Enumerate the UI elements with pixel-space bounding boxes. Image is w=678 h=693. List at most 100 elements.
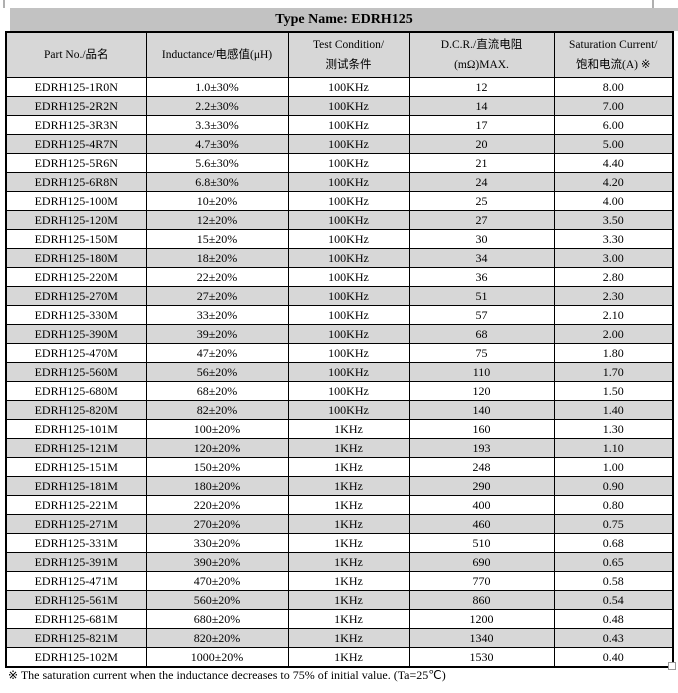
- cell-dcr: 690: [408, 552, 555, 572]
- cell-testcond: 100KHz: [287, 400, 410, 420]
- cell-partno: EDRH125-221M: [5, 495, 147, 515]
- cell-inductance: 5.6±30%: [145, 153, 289, 173]
- cell-partno: EDRH125-680M: [5, 381, 147, 401]
- cell-inductance: 3.3±30%: [145, 115, 289, 135]
- table-row: EDRH125-471M 470±20% 1KHz 770 0.58: [5, 571, 674, 591]
- cell-testcond: 100KHz: [287, 381, 410, 401]
- cell-testcond: 1KHz: [287, 438, 410, 458]
- cell-partno: EDRH125-101M: [5, 419, 147, 439]
- cell-dcr: 57: [408, 305, 555, 325]
- cell-testcond: 1KHz: [287, 590, 410, 610]
- table-row: EDRH125-221M 220±20% 1KHz 400 0.80: [5, 495, 674, 515]
- cell-testcond: 100KHz: [287, 267, 410, 287]
- cell-testcond: 100KHz: [287, 134, 410, 154]
- cell-testcond: 1KHz: [287, 476, 410, 496]
- cell-testcond: 1KHz: [287, 419, 410, 439]
- cell-saturation: 4.40: [553, 153, 674, 173]
- cell-dcr: 510: [408, 533, 555, 553]
- cell-dcr: 27: [408, 210, 555, 230]
- cell-testcond: 1KHz: [287, 457, 410, 477]
- cell-inductance: 470±20%: [145, 571, 289, 591]
- col-header-label: D.C.R./直流电阻: [440, 39, 523, 51]
- cell-inductance: 82±20%: [145, 400, 289, 420]
- cell-partno: EDRH125-102M: [5, 647, 147, 668]
- cell-saturation: 1.10: [553, 438, 674, 458]
- cell-saturation: 2.30: [553, 286, 674, 306]
- cell-partno: EDRH125-1R0N: [5, 77, 147, 97]
- cell-inductance: 15±20%: [145, 229, 289, 249]
- cell-saturation: 1.40: [553, 400, 674, 420]
- cell-partno: EDRH125-471M: [5, 571, 147, 591]
- cell-testcond: 100KHz: [287, 229, 410, 249]
- cell-inductance: 56±20%: [145, 362, 289, 382]
- cell-testcond: 100KHz: [287, 248, 410, 268]
- table-row: EDRH125-1R0N 1.0±30% 100KHz 12 8.00: [5, 77, 674, 97]
- col-header-label: Part No./品名: [43, 49, 109, 61]
- cell-saturation: 0.90: [553, 476, 674, 496]
- cell-testcond: 100KHz: [287, 362, 410, 382]
- cell-inductance: 6.8±30%: [145, 172, 289, 192]
- cell-inductance: 33±20%: [145, 305, 289, 325]
- table-resize-handle[interactable]: [668, 662, 676, 670]
- cell-dcr: 290: [408, 476, 555, 496]
- cell-dcr: 160: [408, 419, 555, 439]
- spec-table: Part No./品名 Inductance/电感值(μH) Test Cond…: [5, 31, 674, 668]
- cell-testcond: 100KHz: [287, 343, 410, 363]
- cell-inductance: 18±20%: [145, 248, 289, 268]
- cell-partno: EDRH125-150M: [5, 229, 147, 249]
- cell-saturation: 0.75: [553, 514, 674, 534]
- cell-testcond: 1KHz: [287, 628, 410, 648]
- cell-inductance: 12±20%: [145, 210, 289, 230]
- table-row: EDRH125-4R7N 4.7±30% 100KHz 20 5.00: [5, 134, 674, 154]
- cell-inductance: 220±20%: [145, 495, 289, 515]
- cell-inductance: 390±20%: [145, 552, 289, 572]
- table-row: EDRH125-220M 22±20% 100KHz 36 2.80: [5, 267, 674, 287]
- cell-testcond: 1KHz: [287, 552, 410, 572]
- cell-inductance: 39±20%: [145, 324, 289, 344]
- cell-partno: EDRH125-391M: [5, 552, 147, 572]
- cell-testcond: 100KHz: [287, 305, 410, 325]
- cell-testcond: 1KHz: [287, 533, 410, 553]
- table-row: EDRH125-121M 120±20% 1KHz 193 1.10: [5, 438, 674, 458]
- cell-partno: EDRH125-820M: [5, 400, 147, 420]
- cell-saturation: 8.00: [553, 77, 674, 97]
- table-row: EDRH125-680M 68±20% 100KHz 120 1.50: [5, 381, 674, 401]
- cell-partno: EDRH125-100M: [5, 191, 147, 211]
- cell-partno: EDRH125-2R2N: [5, 96, 147, 116]
- cell-inductance: 4.7±30%: [145, 134, 289, 154]
- table-row: EDRH125-120M 12±20% 100KHz 27 3.50: [5, 210, 674, 230]
- cell-testcond: 100KHz: [287, 115, 410, 135]
- cell-inductance: 680±20%: [145, 609, 289, 629]
- col-header-label: Saturation Current/: [569, 39, 658, 51]
- table-row: EDRH125-561M 560±20% 1KHz 860 0.54: [5, 590, 674, 610]
- table-row: EDRH125-6R8N 6.8±30% 100KHz 24 4.20: [5, 172, 674, 192]
- table-row: EDRH125-390M 39±20% 100KHz 68 2.00: [5, 324, 674, 344]
- table-row: EDRH125-820M 82±20% 100KHz 140 1.40: [5, 400, 674, 420]
- col-header-testcond: Test Condition/ 测试条件: [287, 31, 410, 78]
- col-header-dcr: D.C.R./直流电阻 (mΩ)MAX.: [408, 31, 555, 78]
- header-row: Part No./品名 Inductance/电感值(μH) Test Cond…: [5, 31, 674, 78]
- cell-saturation: 2.10: [553, 305, 674, 325]
- cell-inductance: 47±20%: [145, 343, 289, 363]
- cell-dcr: 36: [408, 267, 555, 287]
- cell-saturation: 0.43: [553, 628, 674, 648]
- cell-dcr: 1340: [408, 628, 555, 648]
- table-row: EDRH125-470M 47±20% 100KHz 75 1.80: [5, 343, 674, 363]
- table-row: EDRH125-270M 27±20% 100KHz 51 2.30: [5, 286, 674, 306]
- cell-saturation: 6.00: [553, 115, 674, 135]
- cell-partno: EDRH125-5R6N: [5, 153, 147, 173]
- cell-inductance: 120±20%: [145, 438, 289, 458]
- cell-partno: EDRH125-6R8N: [5, 172, 147, 192]
- table-row: EDRH125-181M 180±20% 1KHz 290 0.90: [5, 476, 674, 496]
- table-row: EDRH125-3R3N 3.3±30% 100KHz 17 6.00: [5, 115, 674, 135]
- cell-saturation: 0.80: [553, 495, 674, 515]
- cell-partno: EDRH125-821M: [5, 628, 147, 648]
- col-header-label: Inductance/电感值(μH): [161, 49, 273, 61]
- cell-partno: EDRH125-180M: [5, 248, 147, 268]
- cell-partno: EDRH125-151M: [5, 457, 147, 477]
- cell-dcr: 51: [408, 286, 555, 306]
- cell-partno: EDRH125-181M: [5, 476, 147, 496]
- cell-saturation: 1.80: [553, 343, 674, 363]
- table-row: EDRH125-2R2N 2.2±30% 100KHz 14 7.00: [5, 96, 674, 116]
- table-row: EDRH125-391M 390±20% 1KHz 690 0.65: [5, 552, 674, 572]
